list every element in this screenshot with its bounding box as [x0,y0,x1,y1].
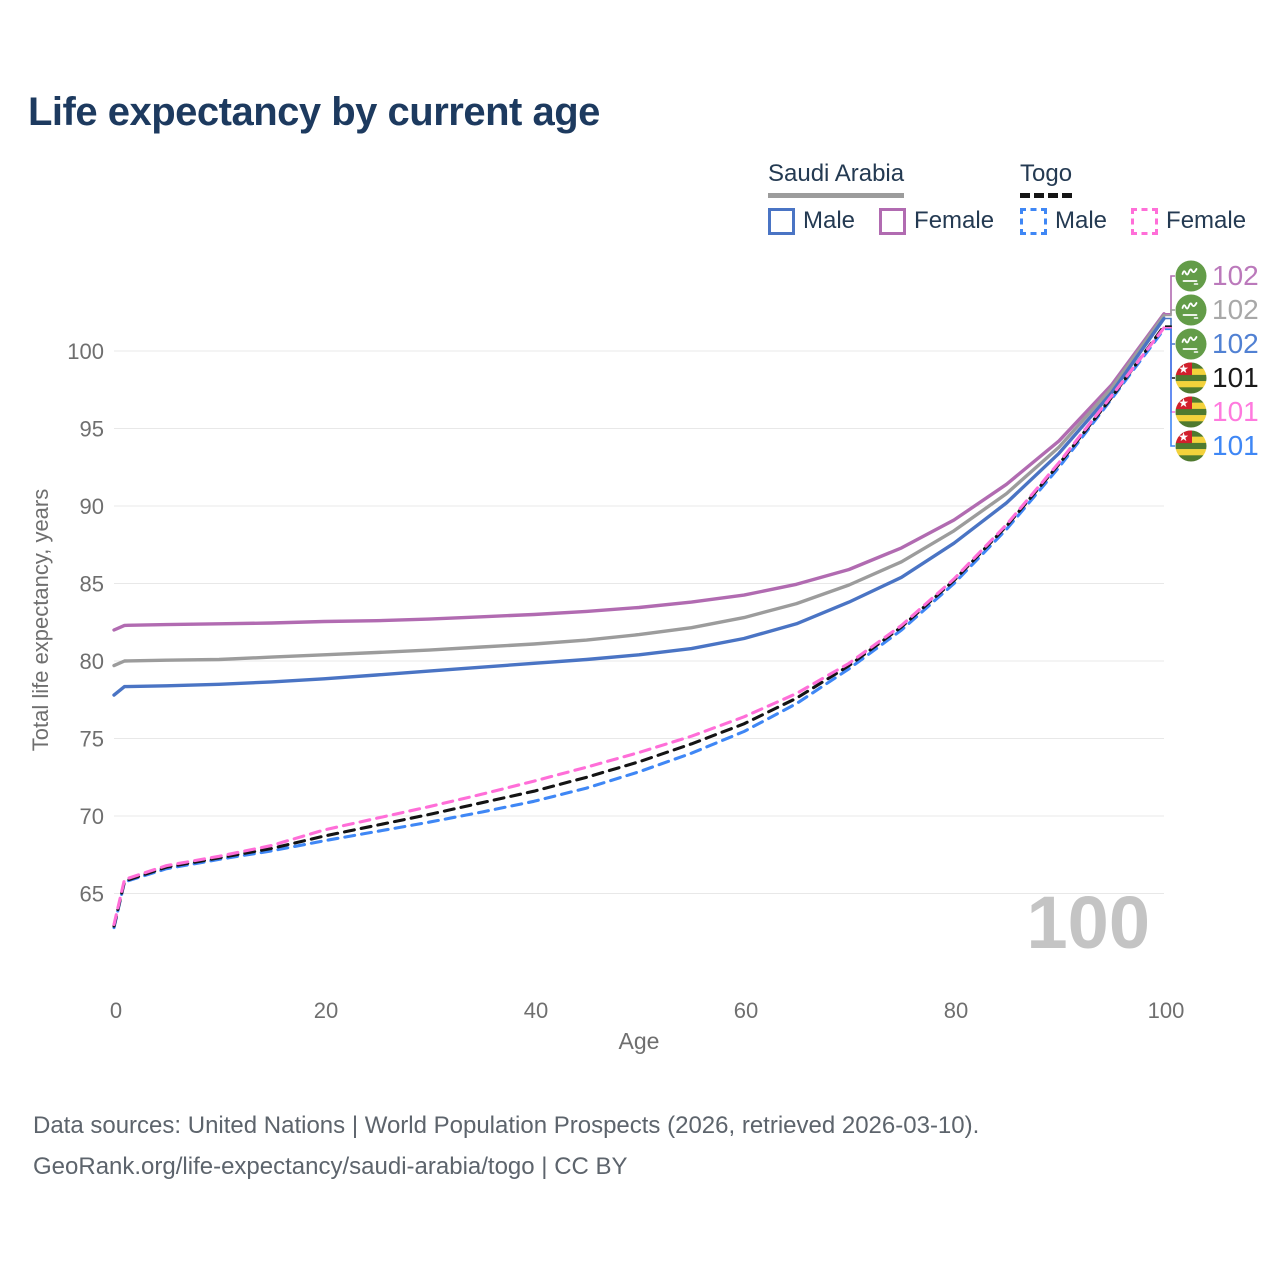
data-source-line: Data sources: United Nations | World Pop… [33,1112,980,1139]
line-saudi-arabia-female [112,312,1166,632]
series-lines [112,312,1166,930]
series-end-label: 101 [1212,362,1259,393]
line-togo-male [112,327,1166,930]
end-label-leader [1165,275,1175,315]
series-end-label: 102 [1212,260,1259,291]
legend-country-togo: Togo [1020,160,1073,198]
togo-female-swatch-icon [1131,207,1159,235]
legend-item-label: Female [914,207,995,234]
svg-text:★: ★ [1178,396,1189,410]
y-tick-label: 70 [80,804,104,829]
series-end-label: 102 [1212,328,1259,359]
legend-item-togo-female[interactable]: Female [1131,207,1246,235]
age-watermark: 100 [1027,881,1150,964]
legend-item-label: Male [1055,207,1108,234]
legend-item-saudi-female[interactable]: Female [879,207,994,235]
series-end-label: 101 [1212,396,1259,427]
x-tick-label: 20 [314,998,338,1023]
svg-text:★: ★ [1178,362,1189,376]
y-tick-label: 95 [80,417,104,442]
togo-flag-icon: ★ [1175,362,1207,394]
x-tick-label: 0 [110,998,122,1023]
chart-footer: Data sources: United Nations | World Pop… [33,1105,979,1187]
legend-item-saudi-male[interactable]: Male [768,207,855,235]
saudi-arabia-flag-icon [1175,294,1207,326]
line-togo-female [112,326,1166,927]
end-label-leader [1165,317,1175,345]
saudi-arabia-flag-icon [1175,328,1207,360]
saudi-male-swatch-icon [768,207,795,235]
y-tick-label: 100 [67,339,104,364]
legend-country-saudi-arabia: Saudi Arabia [768,160,905,198]
legend-item-label: Male [803,207,856,234]
page-title: Life expectancy by current age [28,90,600,134]
chart-legend: Saudi Arabia Male Female Togo Male [0,160,1280,240]
series-end-label: 102 [1212,294,1259,325]
line-saudi-arabia-male [112,316,1166,697]
togo-flag-icon: ★ [1175,430,1207,462]
x-axis-ticks: 0 20 40 60 80 100 [110,998,1184,1023]
y-tick-label: 90 [80,494,104,519]
x-tick-label: 60 [734,998,758,1023]
series-end-label: 101 [1212,430,1259,461]
y-tick-label: 85 [80,572,104,597]
x-tick-label: 100 [1148,998,1185,1023]
y-tick-label: 75 [80,727,104,752]
end-label-leader [1165,309,1175,317]
legend-group-saudi-arabia: Saudi Arabia Male Female [768,160,994,235]
line-saudi-arabia-both-sexes [112,313,1166,668]
attribution-line: GeoRank.org/life-expectancy/saudi-arabia… [33,1153,628,1180]
togo-male-swatch-icon [1020,207,1047,235]
x-tick-label: 40 [524,998,548,1023]
y-tick-label: 65 [80,882,104,907]
svg-text:★: ★ [1178,430,1189,444]
saudi-arabia-flag-icon [1175,260,1207,292]
y-axis-title: Total life expectancy, years [28,489,53,752]
legend-item-togo-male[interactable]: Male [1020,207,1107,235]
end-label-leader [1165,325,1175,379]
x-tick-label: 80 [944,998,968,1023]
end-label-leader [1165,327,1175,413]
x-axis-title: Age [619,1028,660,1054]
saudi-female-swatch-icon [879,207,907,235]
y-axis-ticks: 65 70 75 80 85 90 95 100 [67,339,104,907]
end-label-leader [1165,328,1175,447]
y-tick-label: 80 [80,649,104,674]
legend-item-label: Female [1166,207,1247,234]
legend-group-togo: Togo Male Female [1020,160,1246,235]
togo-flag-icon: ★ [1175,396,1207,428]
line-togo-both-sexes [112,324,1166,928]
